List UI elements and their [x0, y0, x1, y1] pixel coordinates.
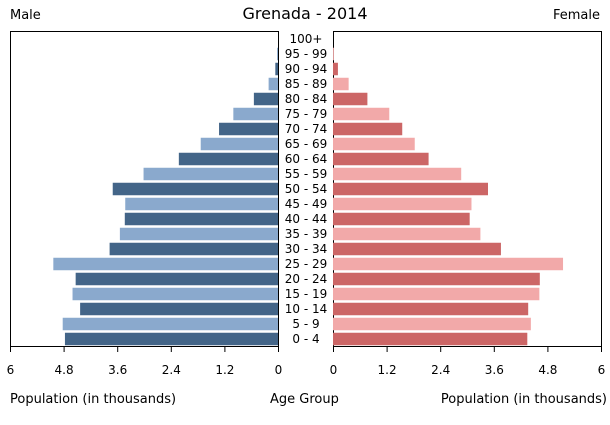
age-group-label: 60 - 64 — [285, 152, 328, 166]
female-bar — [333, 47, 334, 61]
male-bar — [219, 122, 278, 136]
male-bar — [233, 107, 278, 121]
age-group-label: 70 - 74 — [285, 122, 328, 136]
female-bar — [333, 77, 349, 91]
age-group-label: 45 - 49 — [285, 197, 328, 211]
male-bar — [109, 242, 279, 256]
age-group-label: 10 - 14 — [285, 302, 328, 316]
age-group-label: 0 - 4 — [292, 332, 319, 346]
male-bar — [125, 197, 279, 211]
age-group-label: 55 - 59 — [285, 167, 328, 181]
male-bar — [72, 287, 279, 301]
male-tick-label: 1.2 — [215, 363, 234, 377]
x-axis-label-right: Population (in thousands) — [440, 392, 607, 407]
female-bar — [333, 242, 501, 256]
male-bar — [64, 332, 278, 346]
female-bar — [333, 257, 564, 271]
age-group-label: 35 - 39 — [285, 227, 328, 241]
male-bar — [277, 47, 278, 61]
age-group-label: 75 - 79 — [285, 107, 328, 121]
male-tick-label: 2.4 — [162, 363, 181, 377]
age-group-label: 15 - 19 — [285, 287, 328, 301]
female-bar — [333, 152, 429, 166]
female-bar — [333, 317, 531, 331]
male-tick-label: 0 — [275, 363, 283, 377]
male-bar — [124, 212, 278, 226]
age-group-label: 5 - 9 — [292, 317, 319, 331]
female-tick-label: 3.6 — [485, 363, 504, 377]
female-bar — [333, 227, 481, 241]
female-bar — [333, 212, 470, 226]
female-bar — [333, 332, 528, 346]
age-group-label: 80 - 84 — [285, 92, 328, 106]
female-bar — [333, 272, 540, 286]
male-bar — [143, 167, 278, 181]
age-group-label: 50 - 54 — [285, 182, 328, 196]
age-group-label: 40 - 44 — [285, 212, 328, 226]
male-tick-label: 3.6 — [108, 363, 127, 377]
male-bar — [268, 77, 278, 91]
female-bar — [333, 122, 403, 136]
male-bar — [112, 182, 278, 196]
age-group-label: 85 - 89 — [285, 77, 328, 91]
age-group-label: 20 - 24 — [285, 272, 328, 286]
female-bar — [333, 107, 390, 121]
chart-title: Grenada - 2014 — [242, 4, 368, 23]
male-bar — [200, 137, 278, 151]
male-bar — [80, 302, 278, 316]
female-bar — [333, 167, 462, 181]
female-bar — [333, 197, 472, 211]
female-bar — [333, 302, 529, 316]
female-bar — [333, 287, 540, 301]
age-group-label: 25 - 29 — [285, 257, 328, 271]
female-tick-label: 0 — [330, 363, 338, 377]
x-axis-label-left: Population (in thousands) — [10, 392, 177, 407]
female-tick-label: 4.8 — [538, 363, 557, 377]
male-bar — [62, 317, 278, 331]
male-bar — [275, 62, 278, 76]
male-tick-label: 6 — [7, 363, 15, 377]
male-panel-frame — [10, 31, 279, 347]
female-bar — [333, 92, 368, 106]
x-axis-label-center: Age Group — [270, 392, 339, 407]
female-bar — [333, 137, 415, 151]
age-group-label: 90 - 94 — [285, 62, 328, 76]
male-bar — [75, 272, 278, 286]
male-bar — [119, 227, 278, 241]
female-tick-label: 2.4 — [431, 363, 450, 377]
female-tick-label: 1.2 — [378, 363, 397, 377]
female-label: Female — [552, 8, 600, 23]
male-bar — [53, 257, 279, 271]
male-tick-label: 4.8 — [55, 363, 74, 377]
female-bar — [333, 182, 488, 196]
male-label: Male — [10, 8, 41, 23]
age-group-label: 65 - 69 — [285, 137, 328, 151]
female-bar — [333, 62, 338, 76]
male-bar — [178, 152, 278, 166]
age-group-label: 100+ — [290, 32, 323, 46]
female-tick-label: 6 — [598, 363, 606, 377]
age-group-label: 30 - 34 — [285, 242, 328, 256]
age-group-label: 95 - 99 — [285, 47, 328, 61]
male-bar — [253, 92, 278, 106]
